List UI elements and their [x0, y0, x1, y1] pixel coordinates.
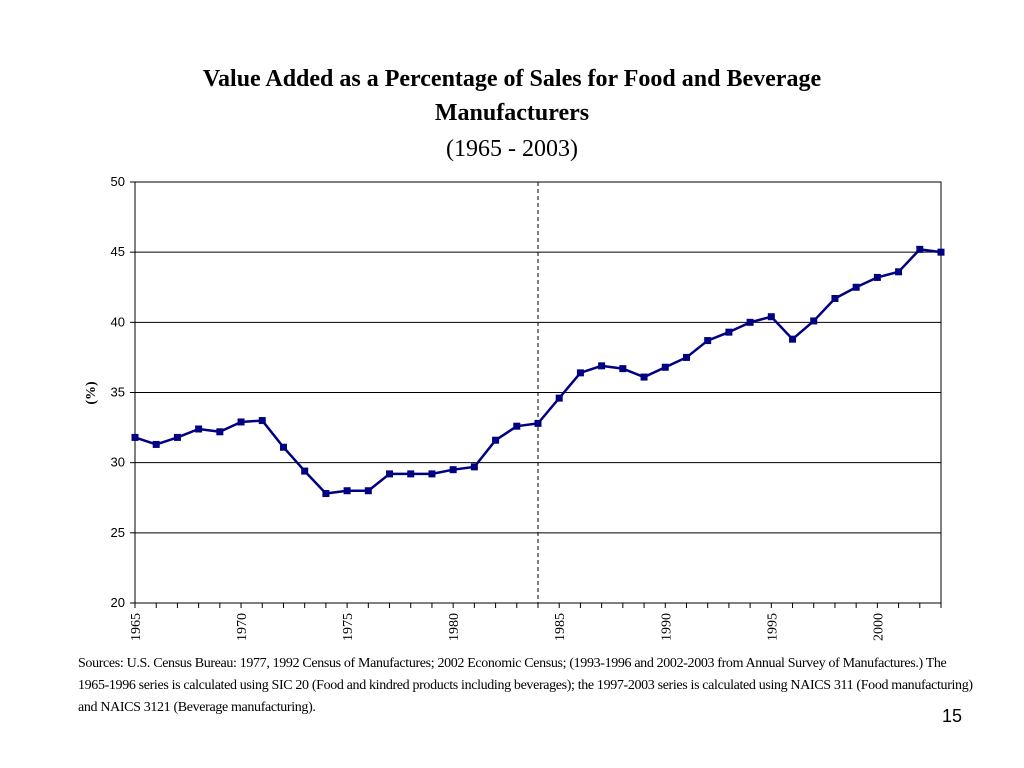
data-point-1973 — [301, 467, 309, 475]
y-tick-label-45: 45 — [111, 244, 125, 259]
data-point-1992 — [704, 337, 712, 345]
data-point-1988 — [619, 365, 627, 373]
data-point-1966 — [152, 440, 160, 448]
data-point-1979 — [428, 470, 436, 478]
data-point-1974 — [322, 490, 330, 498]
data-point-1990 — [661, 363, 669, 371]
data-point-1995 — [767, 313, 775, 321]
data-point-1980 — [449, 466, 457, 474]
data-point-1981 — [470, 463, 478, 471]
y-tick-label-35: 35 — [111, 385, 125, 400]
x-tick-label-1990: 1990 — [659, 613, 674, 641]
data-point-1998 — [831, 294, 839, 302]
data-point-1983 — [513, 422, 521, 430]
data-point-1976 — [364, 487, 372, 495]
data-point-1987 — [598, 362, 606, 370]
x-tick-label-1985: 1985 — [553, 613, 568, 641]
sources-note: Sources: U.S. Census Bureau: 1977, 1992 … — [78, 656, 973, 715]
data-point-1971 — [258, 417, 266, 425]
x-tick-label-1965: 1965 — [129, 613, 144, 641]
x-tick-label-1975: 1975 — [341, 613, 356, 641]
data-point-1982 — [492, 436, 500, 444]
data-point-1993 — [725, 328, 733, 336]
chart-title-line2: Manufacturers — [434, 100, 590, 126]
data-point-1967 — [173, 433, 181, 441]
y-axis-label: (%) — [84, 381, 99, 405]
y-tick-label-50: 50 — [111, 174, 125, 189]
data-point-1996 — [789, 335, 797, 343]
data-point-1978 — [407, 470, 415, 478]
x-tick-label-2000: 2000 — [871, 613, 886, 641]
data-point-1999 — [852, 283, 860, 291]
chart-subtitle: (1965 - 2003) — [446, 136, 578, 162]
y-tick-label-20: 20 — [111, 595, 125, 610]
data-point-2001 — [895, 268, 903, 276]
y-tick-label-40: 40 — [111, 314, 125, 329]
data-point-1965 — [131, 433, 139, 441]
data-point-1975 — [343, 487, 351, 495]
x-tick-label-1995: 1995 — [765, 613, 780, 641]
data-point-2000 — [873, 273, 881, 281]
data-point-2003 — [937, 248, 945, 256]
data-point-1991 — [682, 353, 690, 361]
data-point-1968 — [195, 425, 203, 433]
y-tick-label-25: 25 — [111, 525, 125, 540]
data-point-1997 — [810, 317, 818, 325]
page-number: 15 — [942, 706, 963, 726]
data-point-1977 — [386, 470, 394, 478]
data-point-1969 — [216, 428, 224, 436]
data-point-2002 — [916, 245, 924, 253]
data-point-1972 — [279, 443, 287, 451]
data-point-1970 — [237, 418, 245, 426]
data-point-1994 — [746, 318, 754, 326]
data-point-1986 — [576, 369, 584, 377]
data-point-1989 — [640, 373, 648, 381]
x-tick-label-1980: 1980 — [447, 613, 462, 641]
x-tick-label-1970: 1970 — [235, 613, 250, 641]
data-point-1985 — [555, 394, 563, 402]
data-point-1984 — [534, 419, 542, 427]
y-tick-label-30: 30 — [111, 455, 125, 470]
chart-title-line1: Value Added as a Percentage of Sales for… — [202, 66, 822, 92]
